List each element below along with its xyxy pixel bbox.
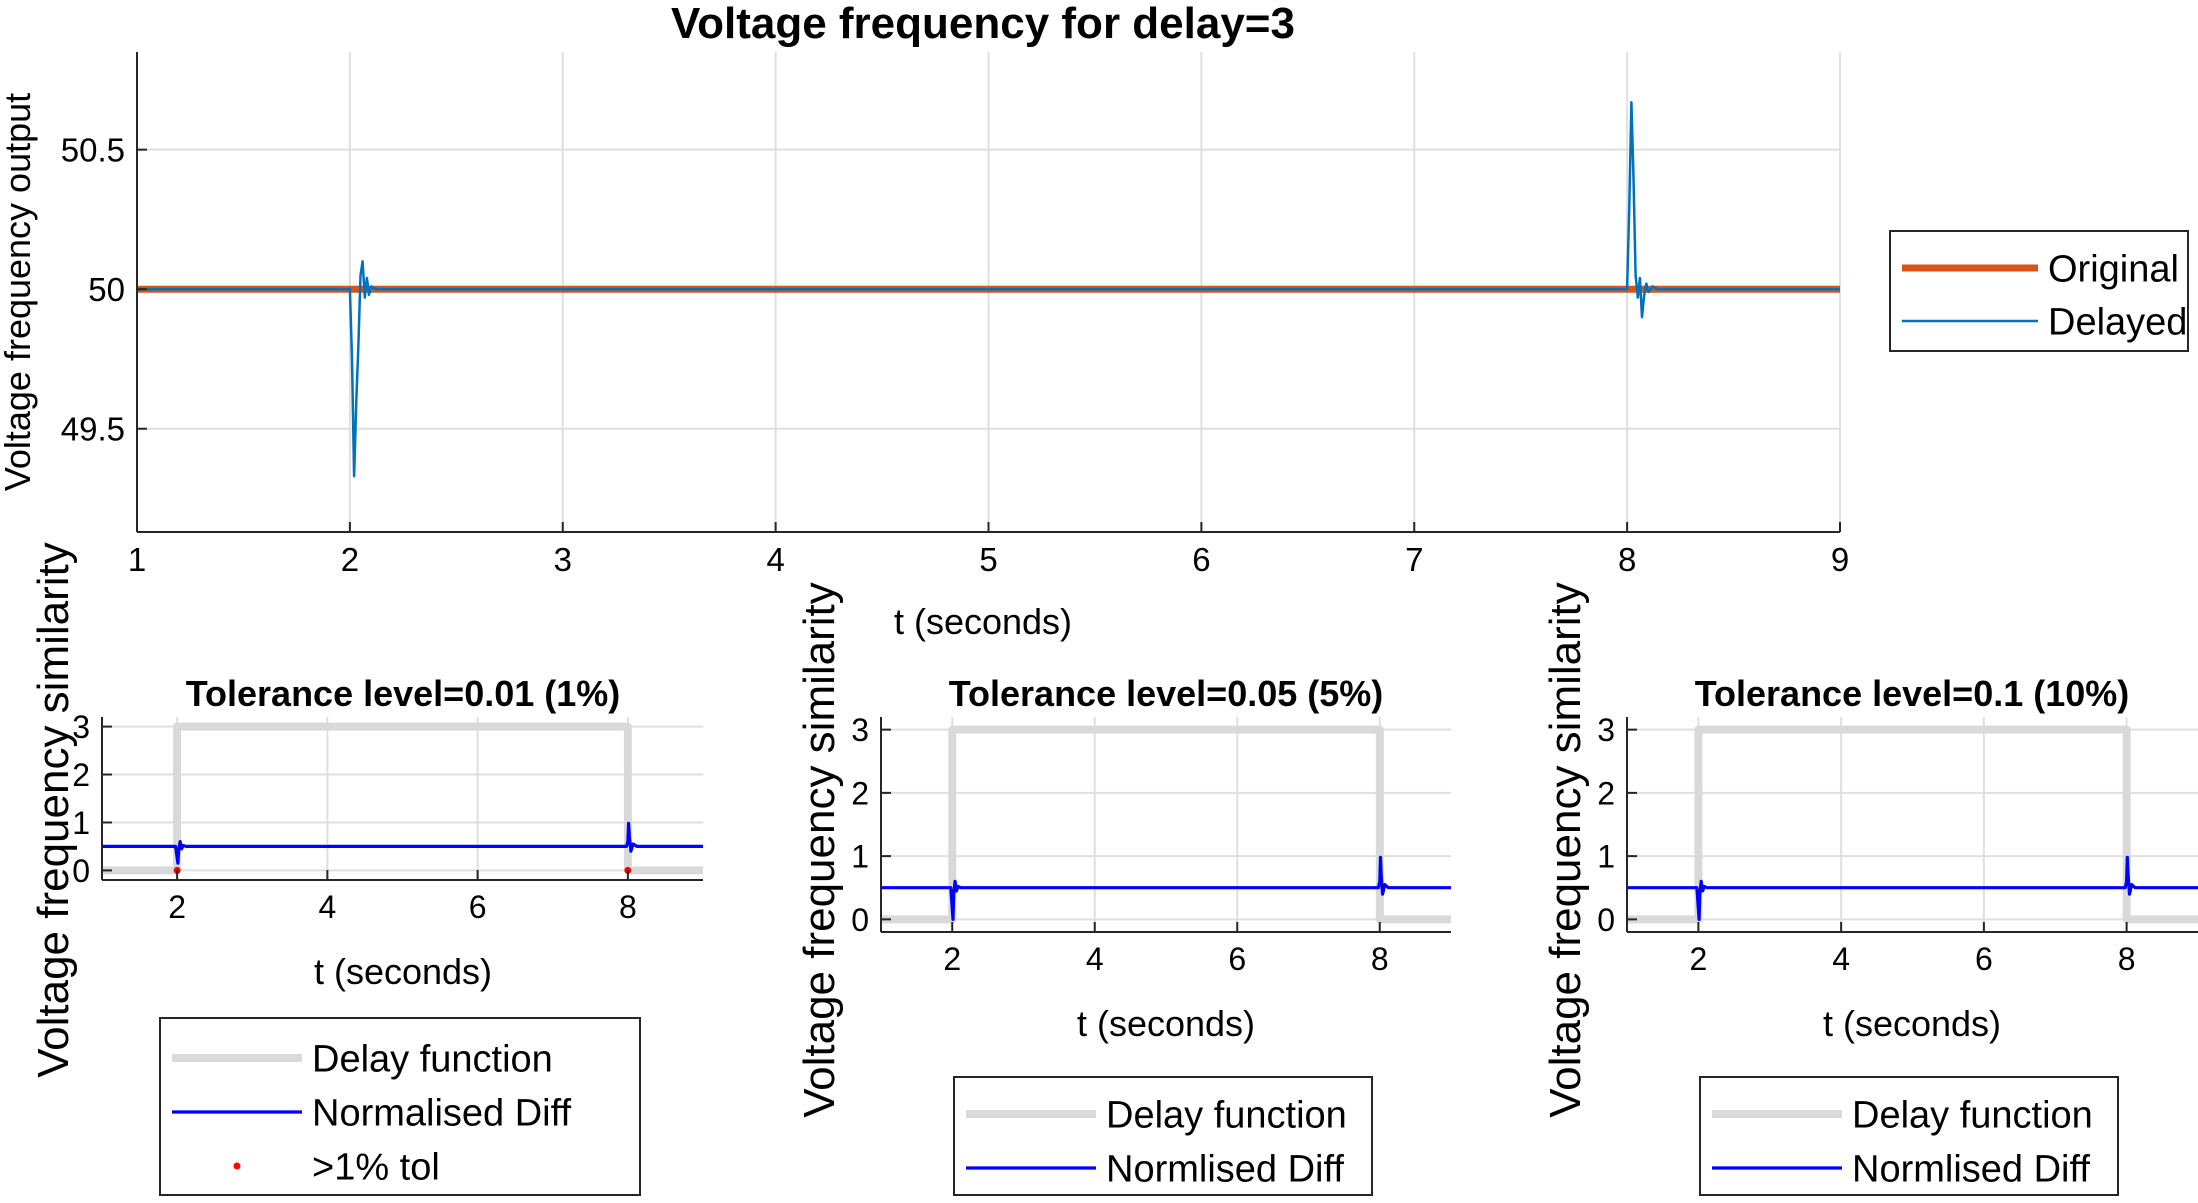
legend-swatch	[233, 1162, 241, 1170]
x-tick-label: 2	[168, 889, 186, 925]
legend-box	[1699, 1076, 2119, 1196]
x-tick-label: 7	[1405, 541, 1423, 578]
series-line-1	[881, 725, 1451, 924]
x-tick-label: 6	[1192, 541, 1210, 578]
y-tick-label: 0	[72, 853, 90, 889]
y-tick-label: 3	[1597, 712, 1615, 748]
y-tick-label: 0	[851, 902, 869, 938]
x-tick-label: 8	[1371, 941, 1389, 977]
x-tick-label: 8	[2118, 941, 2136, 977]
y-tick-label: 50	[88, 271, 125, 308]
series-line-2	[102, 821, 703, 865]
y-axis-label: Voltage frequency similarity	[29, 542, 78, 1078]
x-axis-label: t (seconds)	[1077, 1003, 1255, 1044]
x-tick-label: 1	[128, 541, 146, 578]
legend-label: Delay function	[1106, 1095, 1347, 1137]
legend-label: Normlised Diff	[1106, 1149, 1344, 1191]
y-tick-label: 3	[72, 709, 90, 745]
x-tick-label: 2	[341, 541, 359, 578]
legend-label: >1% tol	[312, 1147, 440, 1189]
x-axis-label: t (seconds)	[894, 601, 1072, 642]
legend: Delay function Normalised Diff >1% tol	[159, 1017, 641, 1196]
panel-1: 1 2 3 4 5 6 7 8 9 49.5 50 50.5 Voltage frequency for…	[0, 0, 2189, 642]
series-line-2	[881, 855, 1451, 922]
y-tick-label: 49.5	[61, 411, 125, 448]
panel-title: Tolerance level=0.01 (1%)	[186, 673, 621, 714]
x-tick-label: 6	[1228, 941, 1246, 977]
x-tick-label: 4	[318, 889, 336, 925]
panel-3: 2 4 6 8 0 1 2 3 Tolerance level=0.05 (5%) t (seco…	[795, 582, 1451, 1196]
x-axis-label: t (seconds)	[1823, 1003, 2001, 1044]
y-tick-label: 2	[72, 757, 90, 793]
x-tick-label: 4	[1086, 941, 1104, 977]
legend-label: Original	[2048, 249, 2179, 291]
legend: Delay function Normlised Diff	[953, 1076, 1373, 1196]
x-tick-label: 9	[1831, 541, 1849, 578]
panel-title: Voltage frequency for delay=3	[671, 0, 1295, 48]
y-tick-label: 1	[72, 805, 90, 841]
legend-label: Delay function	[312, 1039, 553, 1081]
y-tick-label: 1	[1597, 839, 1615, 875]
x-tick-label: 6	[469, 889, 487, 925]
panel-title: Tolerance level=0.1 (10%)	[1695, 673, 2130, 714]
panel-4: 2 4 6 8 0 1 2 3 Tolerance level=0.1 (10%) t (seco…	[1541, 582, 2198, 1196]
series-line-2	[1627, 855, 2198, 922]
y-axis-label: Voltage frequency similarity	[1541, 582, 1590, 1118]
x-tick-label: 4	[766, 541, 784, 578]
panel-2: 2 4 6 8 0 1 2 3 Tolerance level=0.01 (1%) t (seco…	[29, 542, 703, 1196]
x-tick-label: 6	[1975, 941, 1993, 977]
x-tick-label: 4	[1832, 941, 1850, 977]
x-tick-label: 8	[1618, 541, 1636, 578]
series-line-1	[102, 722, 703, 875]
y-tick-label: 2	[1597, 775, 1615, 811]
legend-box	[1889, 230, 2189, 352]
y-tick-label: 1	[851, 839, 869, 875]
legend-label: Normalised Diff	[312, 1093, 571, 1135]
series-line-2	[137, 100, 1840, 478]
y-tick-label: 2	[851, 775, 869, 811]
x-tick-label: 5	[979, 541, 997, 578]
series-line-1	[1627, 725, 2198, 924]
x-tick-label: 2	[1689, 941, 1707, 977]
x-tick-label: 3	[554, 541, 572, 578]
x-tick-label: 8	[619, 889, 637, 925]
y-tick-label: 0	[1597, 902, 1615, 938]
y-tick-label: 50.5	[61, 132, 125, 169]
y-axis-label: Voltage frequency similarity	[795, 582, 844, 1118]
legend: Delay function Normlised Diff	[1699, 1076, 2119, 1196]
legend-label: Delayed	[2048, 302, 2187, 344]
legend-label: Delay function	[1852, 1095, 2093, 1137]
panel-title: Tolerance level=0.05 (5%)	[949, 673, 1384, 714]
x-axis-label: t (seconds)	[314, 951, 492, 992]
legend-label: Normlised Diff	[1852, 1149, 2090, 1191]
legend: Original Delayed	[1889, 230, 2189, 352]
y-tick-label: 3	[851, 712, 869, 748]
y-axis-label: Voltage frequency output	[0, 93, 38, 491]
legend-box	[953, 1076, 1373, 1196]
x-tick-label: 2	[943, 941, 961, 977]
